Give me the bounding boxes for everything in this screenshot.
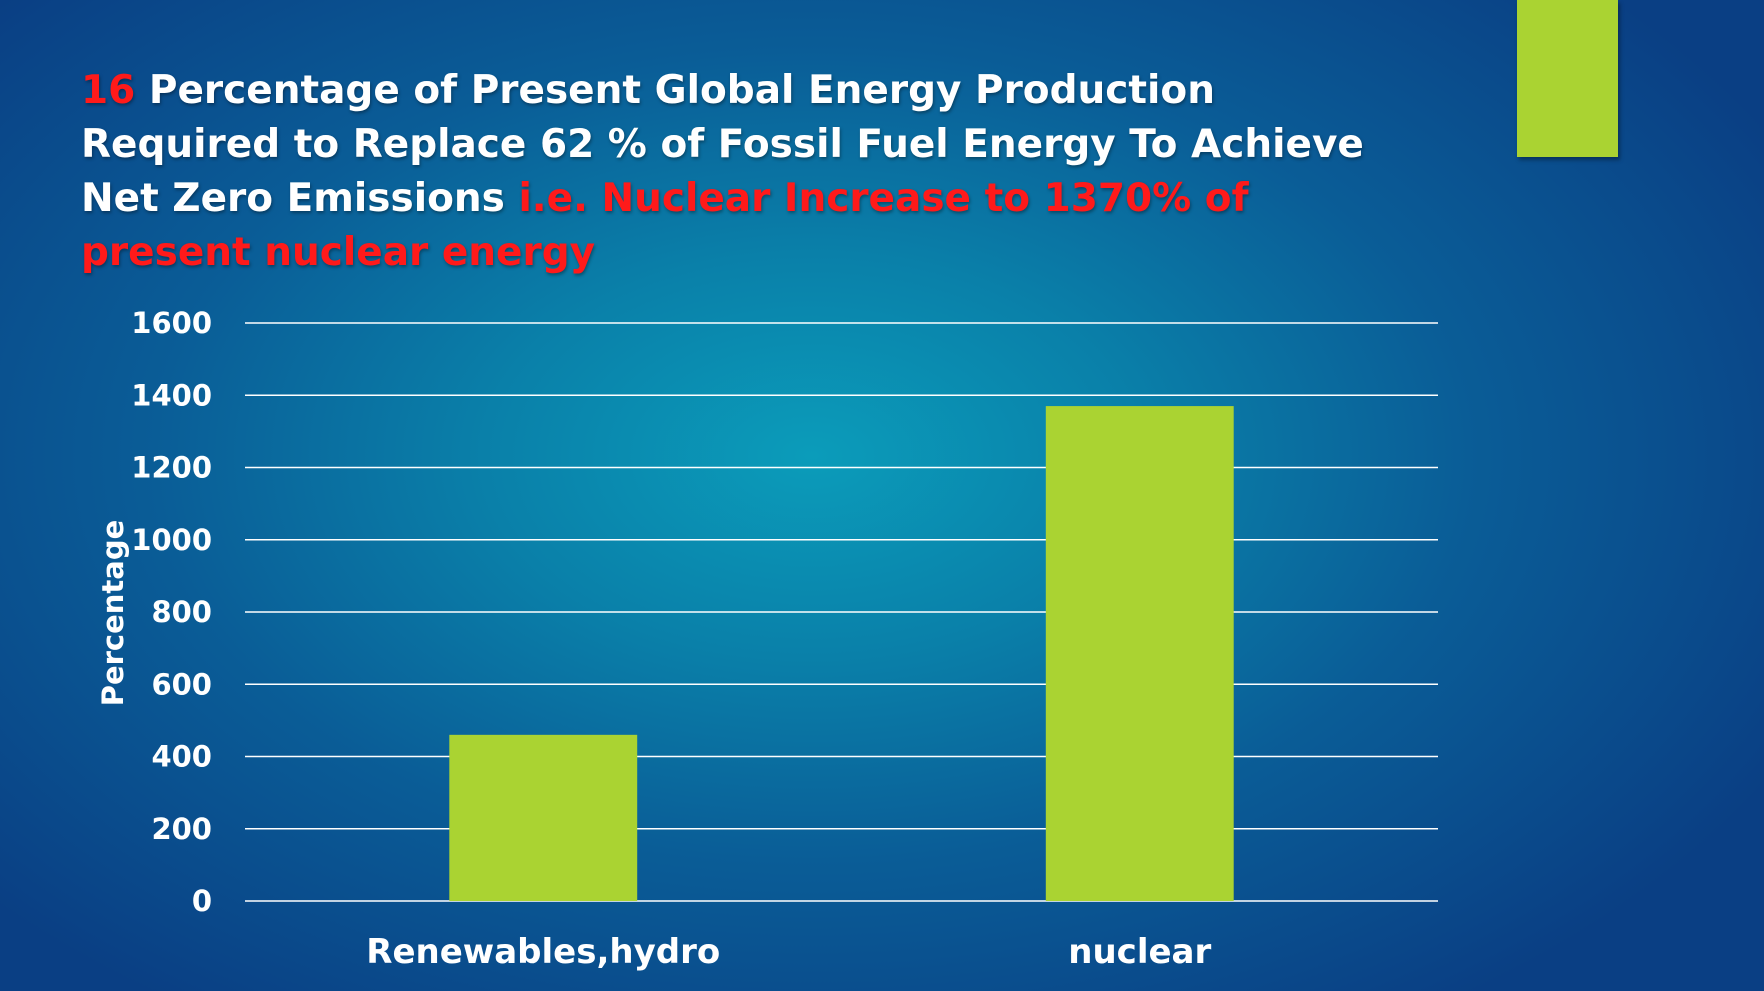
y-tick-label: 1600: [131, 306, 212, 340]
title-highlight-text: i.e. Nuclear Increase to 1370% of presen…: [81, 176, 1249, 275]
y-tick-label: 1200: [131, 451, 212, 485]
y-axis-title: Percentage: [96, 520, 130, 707]
y-tick-labels: 0 200 400 600 800 1000 1200 1400 1600: [131, 306, 212, 918]
slide-number: 16: [81, 68, 136, 113]
bars: [449, 406, 1234, 901]
bar-2: [1045, 406, 1234, 901]
slide-title: 16 Percentage of Present Global Energy P…: [81, 64, 1421, 280]
title-main-text: Percentage of Present Global Energy Prod…: [81, 68, 1364, 221]
y-tick-label: 400: [151, 740, 212, 774]
gridlines: [245, 322, 1438, 902]
y-tick-label: 600: [151, 667, 212, 701]
accent-rectangle: [1517, 0, 1618, 157]
category-label-1: Renewables,hydro: [366, 932, 720, 972]
category-label-2: nuclear: [1068, 932, 1211, 972]
y-tick-label: 200: [151, 812, 212, 846]
y-tick-label: 1000: [131, 523, 212, 557]
y-tick-label: 1400: [131, 378, 212, 412]
bar-1: [449, 734, 638, 901]
y-tick-label: 800: [151, 595, 212, 629]
category-labels: Renewables,hydro nuclear: [366, 932, 1211, 972]
y-tick-label: 0: [192, 884, 212, 918]
